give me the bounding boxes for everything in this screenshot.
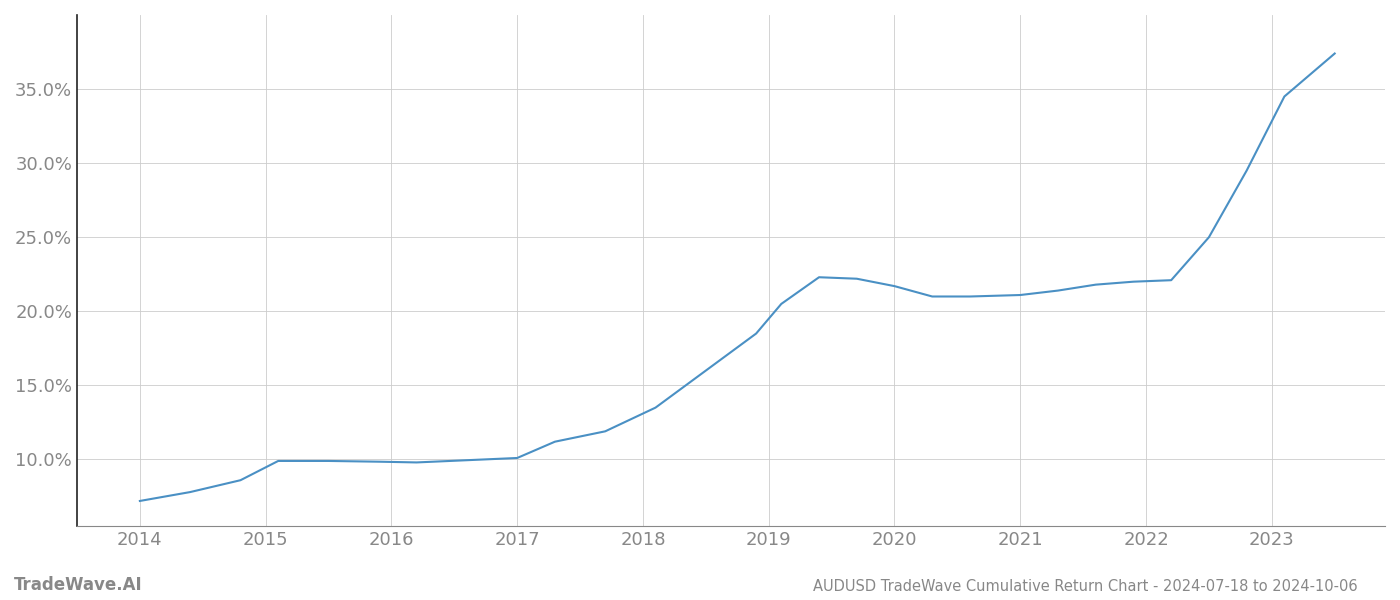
Text: AUDUSD TradeWave Cumulative Return Chart - 2024-07-18 to 2024-10-06: AUDUSD TradeWave Cumulative Return Chart… xyxy=(813,579,1358,594)
Text: TradeWave.AI: TradeWave.AI xyxy=(14,576,143,594)
